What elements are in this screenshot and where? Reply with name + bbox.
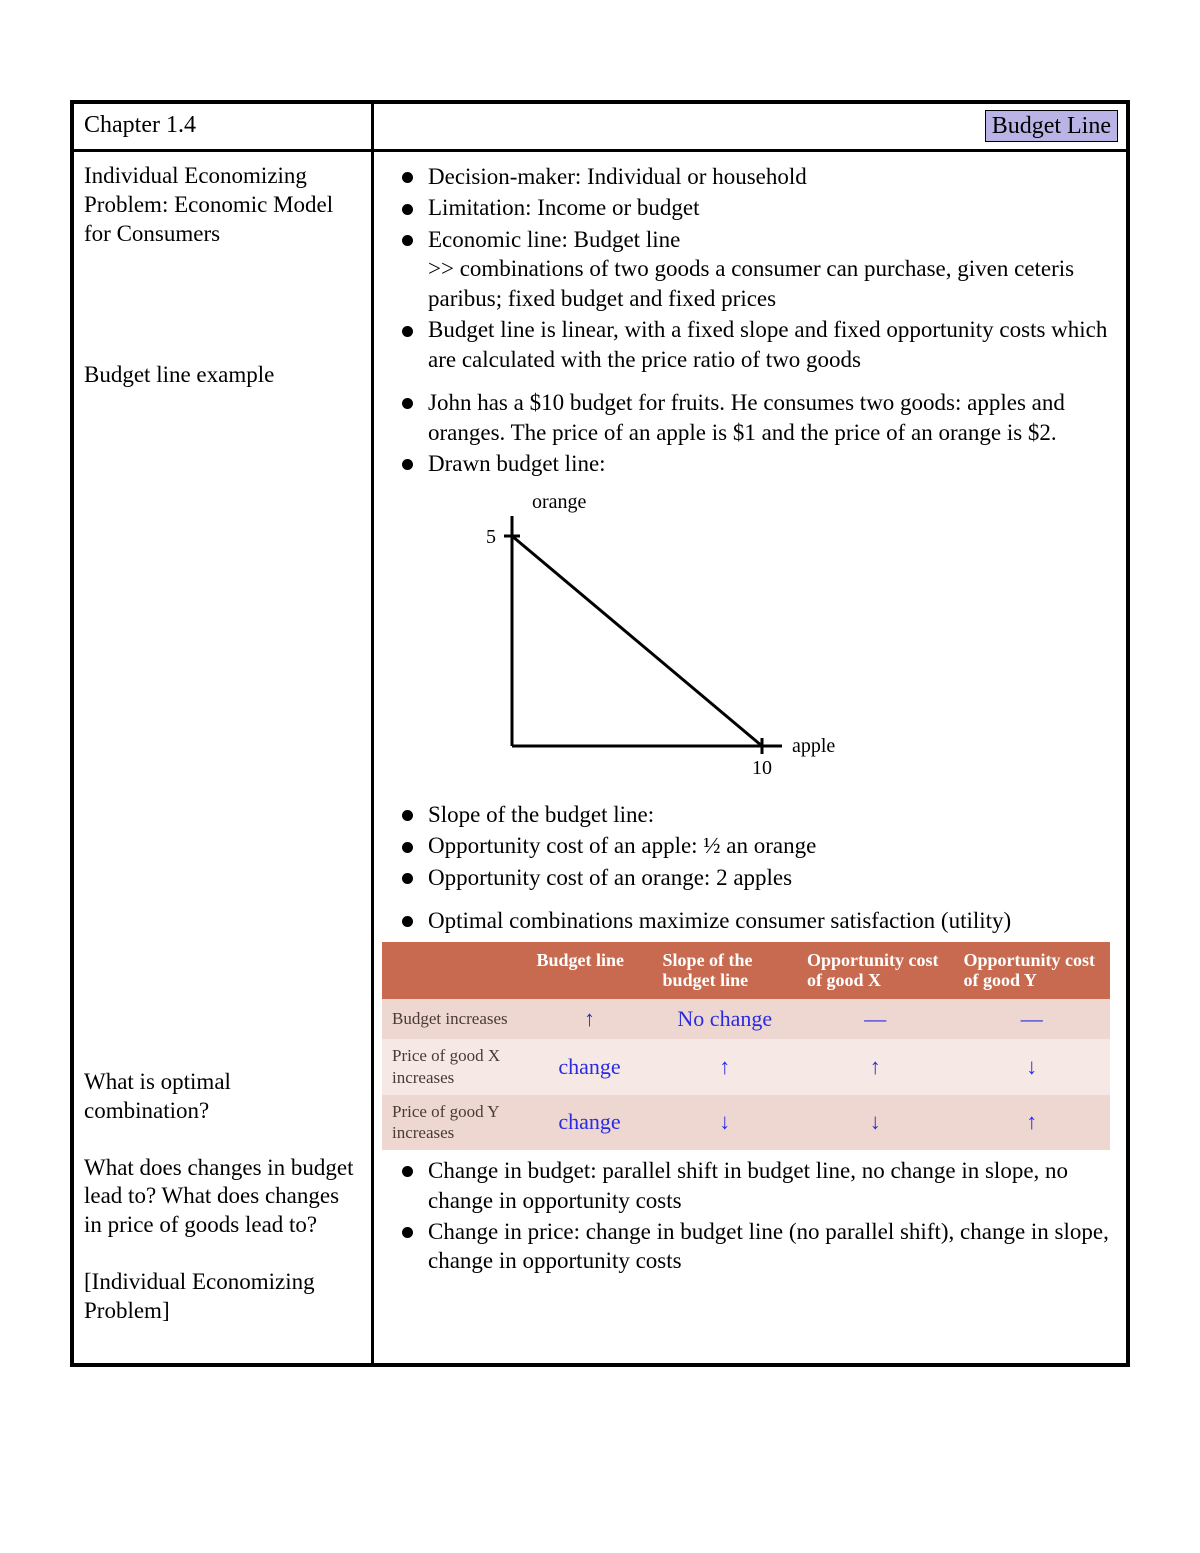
left-heading-5: [Individual Economizing Problem]	[84, 1268, 359, 1326]
cell: No change	[653, 999, 797, 1039]
left-column: Individual Economizing Problem: Economic…	[74, 152, 374, 1363]
left-heading-2: Budget line example	[84, 361, 359, 390]
bullet-block-1: Decision-maker: Individual or household …	[382, 162, 1110, 374]
table-header-row: Budget line Slope of the budget line Opp…	[382, 942, 1110, 999]
row-label: Price of good X increases	[382, 1039, 526, 1095]
list-item: Optimal combinations maximize consumer s…	[410, 906, 1110, 935]
text: Limitation: Income or budget	[428, 195, 699, 220]
text: Decision-maker: Individual or household	[428, 164, 807, 189]
list-item: Decision-maker: Individual or household	[410, 162, 1110, 191]
chart-svg: 5 10 orange apple	[442, 486, 842, 786]
table-row: Budget increases ↑ No change — —	[382, 999, 1110, 1039]
cell: ↓	[653, 1095, 797, 1151]
list-item: Change in budget: parallel shift in budg…	[410, 1156, 1110, 1215]
bullet-block-4: Optimal combinations maximize consumer s…	[382, 906, 1110, 935]
th-blank	[382, 942, 526, 999]
list-item: Drawn budget line:	[410, 449, 1110, 478]
list-item: Budget line is linear, with a fixed slop…	[410, 315, 1110, 374]
cell: ↓	[953, 1039, 1110, 1095]
cell: ↓	[797, 1095, 953, 1151]
svg-text:apple: apple	[792, 735, 835, 757]
text: John has a $10 budget for fruits. He con…	[428, 390, 1065, 444]
svg-text:10: 10	[752, 757, 772, 779]
spacer	[84, 1248, 359, 1268]
budget-line-chart: 5 10 orange apple	[382, 482, 1110, 799]
text: Drawn budget line:	[428, 451, 606, 476]
text: Slope of the budget line:	[428, 802, 654, 827]
sub-text: >> combinations of two goods a consumer …	[428, 254, 1110, 313]
spacer	[84, 398, 359, 1068]
row-label: Price of good Y increases	[382, 1095, 526, 1151]
text: Change in budget: parallel shift in budg…	[428, 1158, 1068, 1212]
text: Economic line: Budget line	[428, 227, 680, 252]
chapter-label: Chapter 1.4	[74, 104, 374, 149]
text: Optimal combinations maximize consumer s…	[428, 908, 1011, 933]
cell: ↑	[797, 1039, 953, 1095]
th-slope: Slope of the budget line	[653, 942, 797, 999]
effects-table: Budget line Slope of the budget line Opp…	[382, 942, 1110, 1151]
left-heading-3: What is optimal combination?	[84, 1068, 359, 1126]
page: Chapter 1.4 Budget Line Individual Econo…	[0, 0, 1200, 1553]
cell: —	[797, 999, 953, 1039]
list-item: Opportunity cost of an apple: ½ an orang…	[410, 831, 1110, 860]
th-opp-y: Opportunity cost of good Y	[953, 942, 1110, 999]
cell: ↑	[953, 1095, 1110, 1151]
list-item: John has a $10 budget for fruits. He con…	[410, 388, 1110, 447]
list-item: Slope of the budget line:	[410, 800, 1110, 829]
list-item: Limitation: Income or budget	[410, 193, 1110, 222]
header-right: Budget Line	[374, 104, 1126, 149]
bullet-block-2: John has a $10 budget for fruits. He con…	[382, 388, 1110, 478]
table-row: Price of good Y increases change ↓ ↓ ↑	[382, 1095, 1110, 1151]
topic-badge: Budget Line	[985, 110, 1118, 142]
cell: change	[526, 1095, 652, 1151]
list-item: Economic line: Budget line >> combinatio…	[410, 225, 1110, 313]
left-heading-4: What does changes in budget lead to? Wha…	[84, 1154, 359, 1240]
th-opp-x: Opportunity cost of good X	[797, 942, 953, 999]
document-frame: Chapter 1.4 Budget Line Individual Econo…	[70, 100, 1130, 1367]
header-row: Chapter 1.4 Budget Line	[74, 104, 1126, 152]
text: Budget line is linear, with a fixed slop…	[428, 317, 1107, 371]
right-column: Decision-maker: Individual or household …	[374, 152, 1126, 1363]
text: Opportunity cost of an apple: ½ an orang…	[428, 833, 816, 858]
row-label: Budget increases	[382, 999, 526, 1039]
list-item: Opportunity cost of an orange: 2 apples	[410, 863, 1110, 892]
spacer	[84, 1134, 359, 1154]
th-budget-line: Budget line	[526, 942, 652, 999]
left-heading-1: Individual Economizing Problem: Economic…	[84, 162, 359, 248]
bullet-block-5: Change in budget: parallel shift in budg…	[382, 1156, 1110, 1276]
spacer	[84, 256, 359, 361]
cell: ↑	[653, 1039, 797, 1095]
body-row: Individual Economizing Problem: Economic…	[74, 152, 1126, 1363]
text: Change in price: change in budget line (…	[428, 1219, 1109, 1273]
table-row: Price of good X increases change ↑ ↑ ↓	[382, 1039, 1110, 1095]
list-item: Change in price: change in budget line (…	[410, 1217, 1110, 1276]
svg-text:5: 5	[486, 526, 496, 548]
cell: ↑	[526, 999, 652, 1039]
cell: change	[526, 1039, 652, 1095]
cell: —	[953, 999, 1110, 1039]
svg-text:orange: orange	[532, 491, 587, 513]
text: Opportunity cost of an orange: 2 apples	[428, 865, 792, 890]
bullet-block-3: Slope of the budget line: Opportunity co…	[382, 800, 1110, 892]
